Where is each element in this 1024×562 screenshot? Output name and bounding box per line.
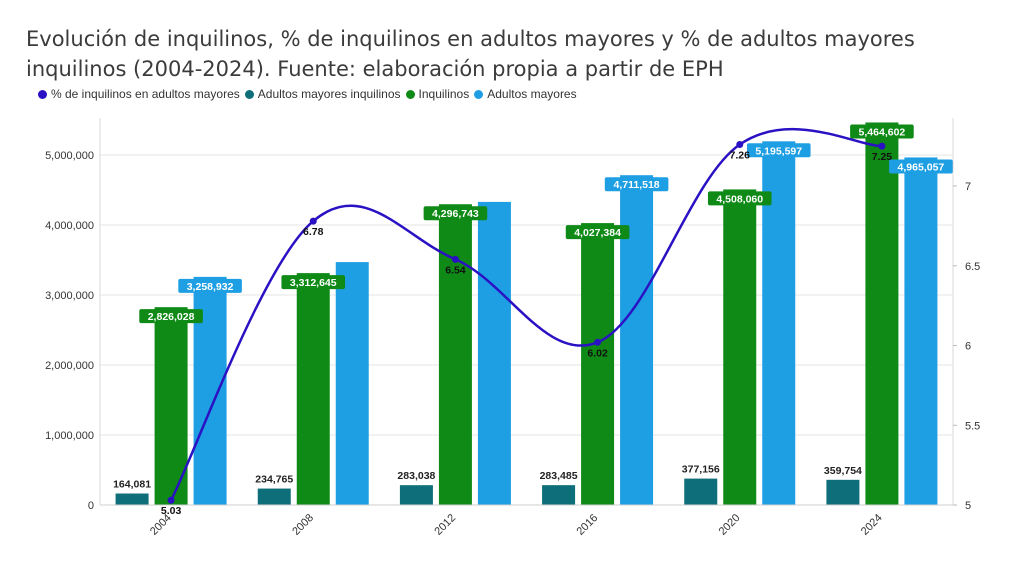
data-label-adultos-mayores: 5,195,597 — [755, 145, 802, 157]
data-label-inquilinos: 4,508,060 — [716, 193, 763, 205]
bar-inquilinos — [154, 307, 188, 505]
chart-legend: % de inquilinos en adultos mayores Adult… — [38, 85, 582, 103]
data-label-box — [889, 159, 953, 174]
y-right-tick-label: 6.5 — [965, 261, 980, 273]
data-label-inquilinos: 4,027,384 — [574, 227, 621, 239]
pct-line-point — [451, 255, 459, 263]
legend-swatch-adultos-mayores — [474, 89, 484, 99]
legend-label-pct-line: % de inquilinos en adultos mayores — [51, 87, 240, 101]
legend-item-inquilinos[interactable]: Inquilinos — [405, 87, 470, 101]
legend-item-adultos-mayores[interactable]: Adultos mayores — [474, 87, 577, 101]
bar-adultos-mayores — [904, 157, 938, 505]
bar-adultos-mayores-inquilinos — [684, 478, 718, 505]
bar-adultos-mayores-inquilinos — [399, 485, 433, 505]
x-tick-label: 2020 — [717, 512, 743, 538]
legend-swatch-inquilinos — [405, 89, 415, 99]
data-label-box — [178, 278, 242, 293]
data-label-inquilinos: 4,296,743 — [432, 208, 479, 220]
legend-label-adultos-mayores: Adultos mayores — [487, 87, 577, 101]
data-label-box — [423, 206, 488, 221]
data-label-adultos-mayores-inquilinos: 164,081 — [113, 479, 151, 491]
bar-adultos-mayores-inquilinos — [115, 493, 149, 505]
y-left-tick-label: 5,000,000 — [45, 150, 94, 162]
bar-adultos-mayores-inquilinos — [257, 488, 291, 505]
y-right-tick-label: 6 — [965, 341, 971, 353]
pct-line-point — [594, 338, 602, 346]
bar-adultos-mayores-inquilinos — [826, 479, 860, 505]
data-label-adultos-mayores-inquilinos: 377,156 — [682, 464, 720, 476]
y-left-tick-label: 1,000,000 — [45, 430, 94, 442]
data-label-box — [281, 275, 346, 290]
data-label-adultos-mayores-inquilinos: 283,485 — [540, 470, 578, 482]
data-label-inquilinos: 5,464,602 — [859, 126, 906, 138]
data-label-box — [746, 143, 811, 158]
legend-item-pct-line[interactable]: % de inquilinos en adultos mayores — [38, 87, 240, 101]
data-label-box — [604, 177, 669, 192]
pct-line-label: 7.26 — [730, 150, 751, 162]
data-label-box — [139, 309, 203, 324]
data-label-adultos-mayores: 3,258,932 — [187, 281, 234, 293]
data-label-adultos-mayores: 4,711,518 — [614, 179, 660, 191]
data-label-inquilinos: 2,826,028 — [148, 311, 195, 323]
data-label-box — [850, 124, 914, 139]
chart-title: Evolución de inquilinos, % de inquilinos… — [26, 27, 915, 81]
bar-adultos-mayores-inquilinos — [542, 485, 576, 505]
bar-adultos-mayores — [620, 175, 654, 506]
data-label-adultos-mayores-inquilinos: 283,038 — [397, 470, 435, 482]
legend-swatch-adultos-mayores-inquilinos — [244, 89, 254, 99]
pct-line-label: 6.78 — [303, 226, 324, 238]
bar-inquilinos — [581, 223, 615, 505]
pct-line-label: 7.25 — [872, 151, 893, 163]
legend-label-adultos-mayores-inquilinos: Adultos mayores inquilinos — [257, 87, 401, 101]
legend-swatch-pct-line — [38, 89, 47, 99]
bar-inquilinos — [296, 273, 330, 505]
y-left-tick-label: 3,000,000 — [45, 290, 94, 302]
data-label-box — [565, 225, 630, 240]
y-left-tick-label: 0 — [88, 500, 94, 512]
pct-line-label: 6.54 — [445, 264, 466, 276]
y-left-tick-label: 4,000,000 — [45, 220, 94, 232]
data-label-adultos-mayores: 4,965,057 — [898, 161, 945, 173]
x-tick-label: 2008 — [290, 512, 316, 538]
bar-inquilinos — [865, 122, 899, 506]
y-right-tick-label: 7 — [965, 181, 971, 193]
y-left-tick-label: 2,000,000 — [45, 360, 94, 372]
bar-adultos-mayores — [477, 201, 511, 505]
data-label-adultos-mayores-inquilinos: 234,765 — [255, 474, 293, 486]
pct-line-point — [878, 142, 886, 150]
pct-line-point — [167, 496, 175, 504]
pct-line-point — [309, 217, 317, 225]
bar-inquilinos — [438, 204, 472, 505]
x-tick-label: 2012 — [432, 512, 458, 538]
pct-line-label: 5.03 — [161, 505, 182, 517]
bar-inquilinos — [723, 189, 757, 506]
legend-item-adultos-mayores-inquilinos[interactable]: Adultos mayores inquilinos — [244, 87, 401, 101]
data-label-inquilinos: 3,312,645 — [290, 277, 337, 289]
legend-label-inquilinos: Inquilinos — [418, 87, 470, 101]
x-tick-label: 2024 — [859, 512, 885, 538]
x-tick-label: 2016 — [575, 512, 601, 538]
data-label-adultos-mayores-inquilinos: 359,754 — [824, 465, 862, 477]
bar-adultos-mayores — [335, 262, 369, 505]
y-right-tick-label: 5.5 — [965, 420, 980, 432]
pct-line-point — [736, 141, 744, 149]
y-right-tick-label: 5 — [965, 500, 971, 512]
data-label-box — [707, 191, 772, 206]
pct-line-label: 6.02 — [587, 347, 608, 359]
